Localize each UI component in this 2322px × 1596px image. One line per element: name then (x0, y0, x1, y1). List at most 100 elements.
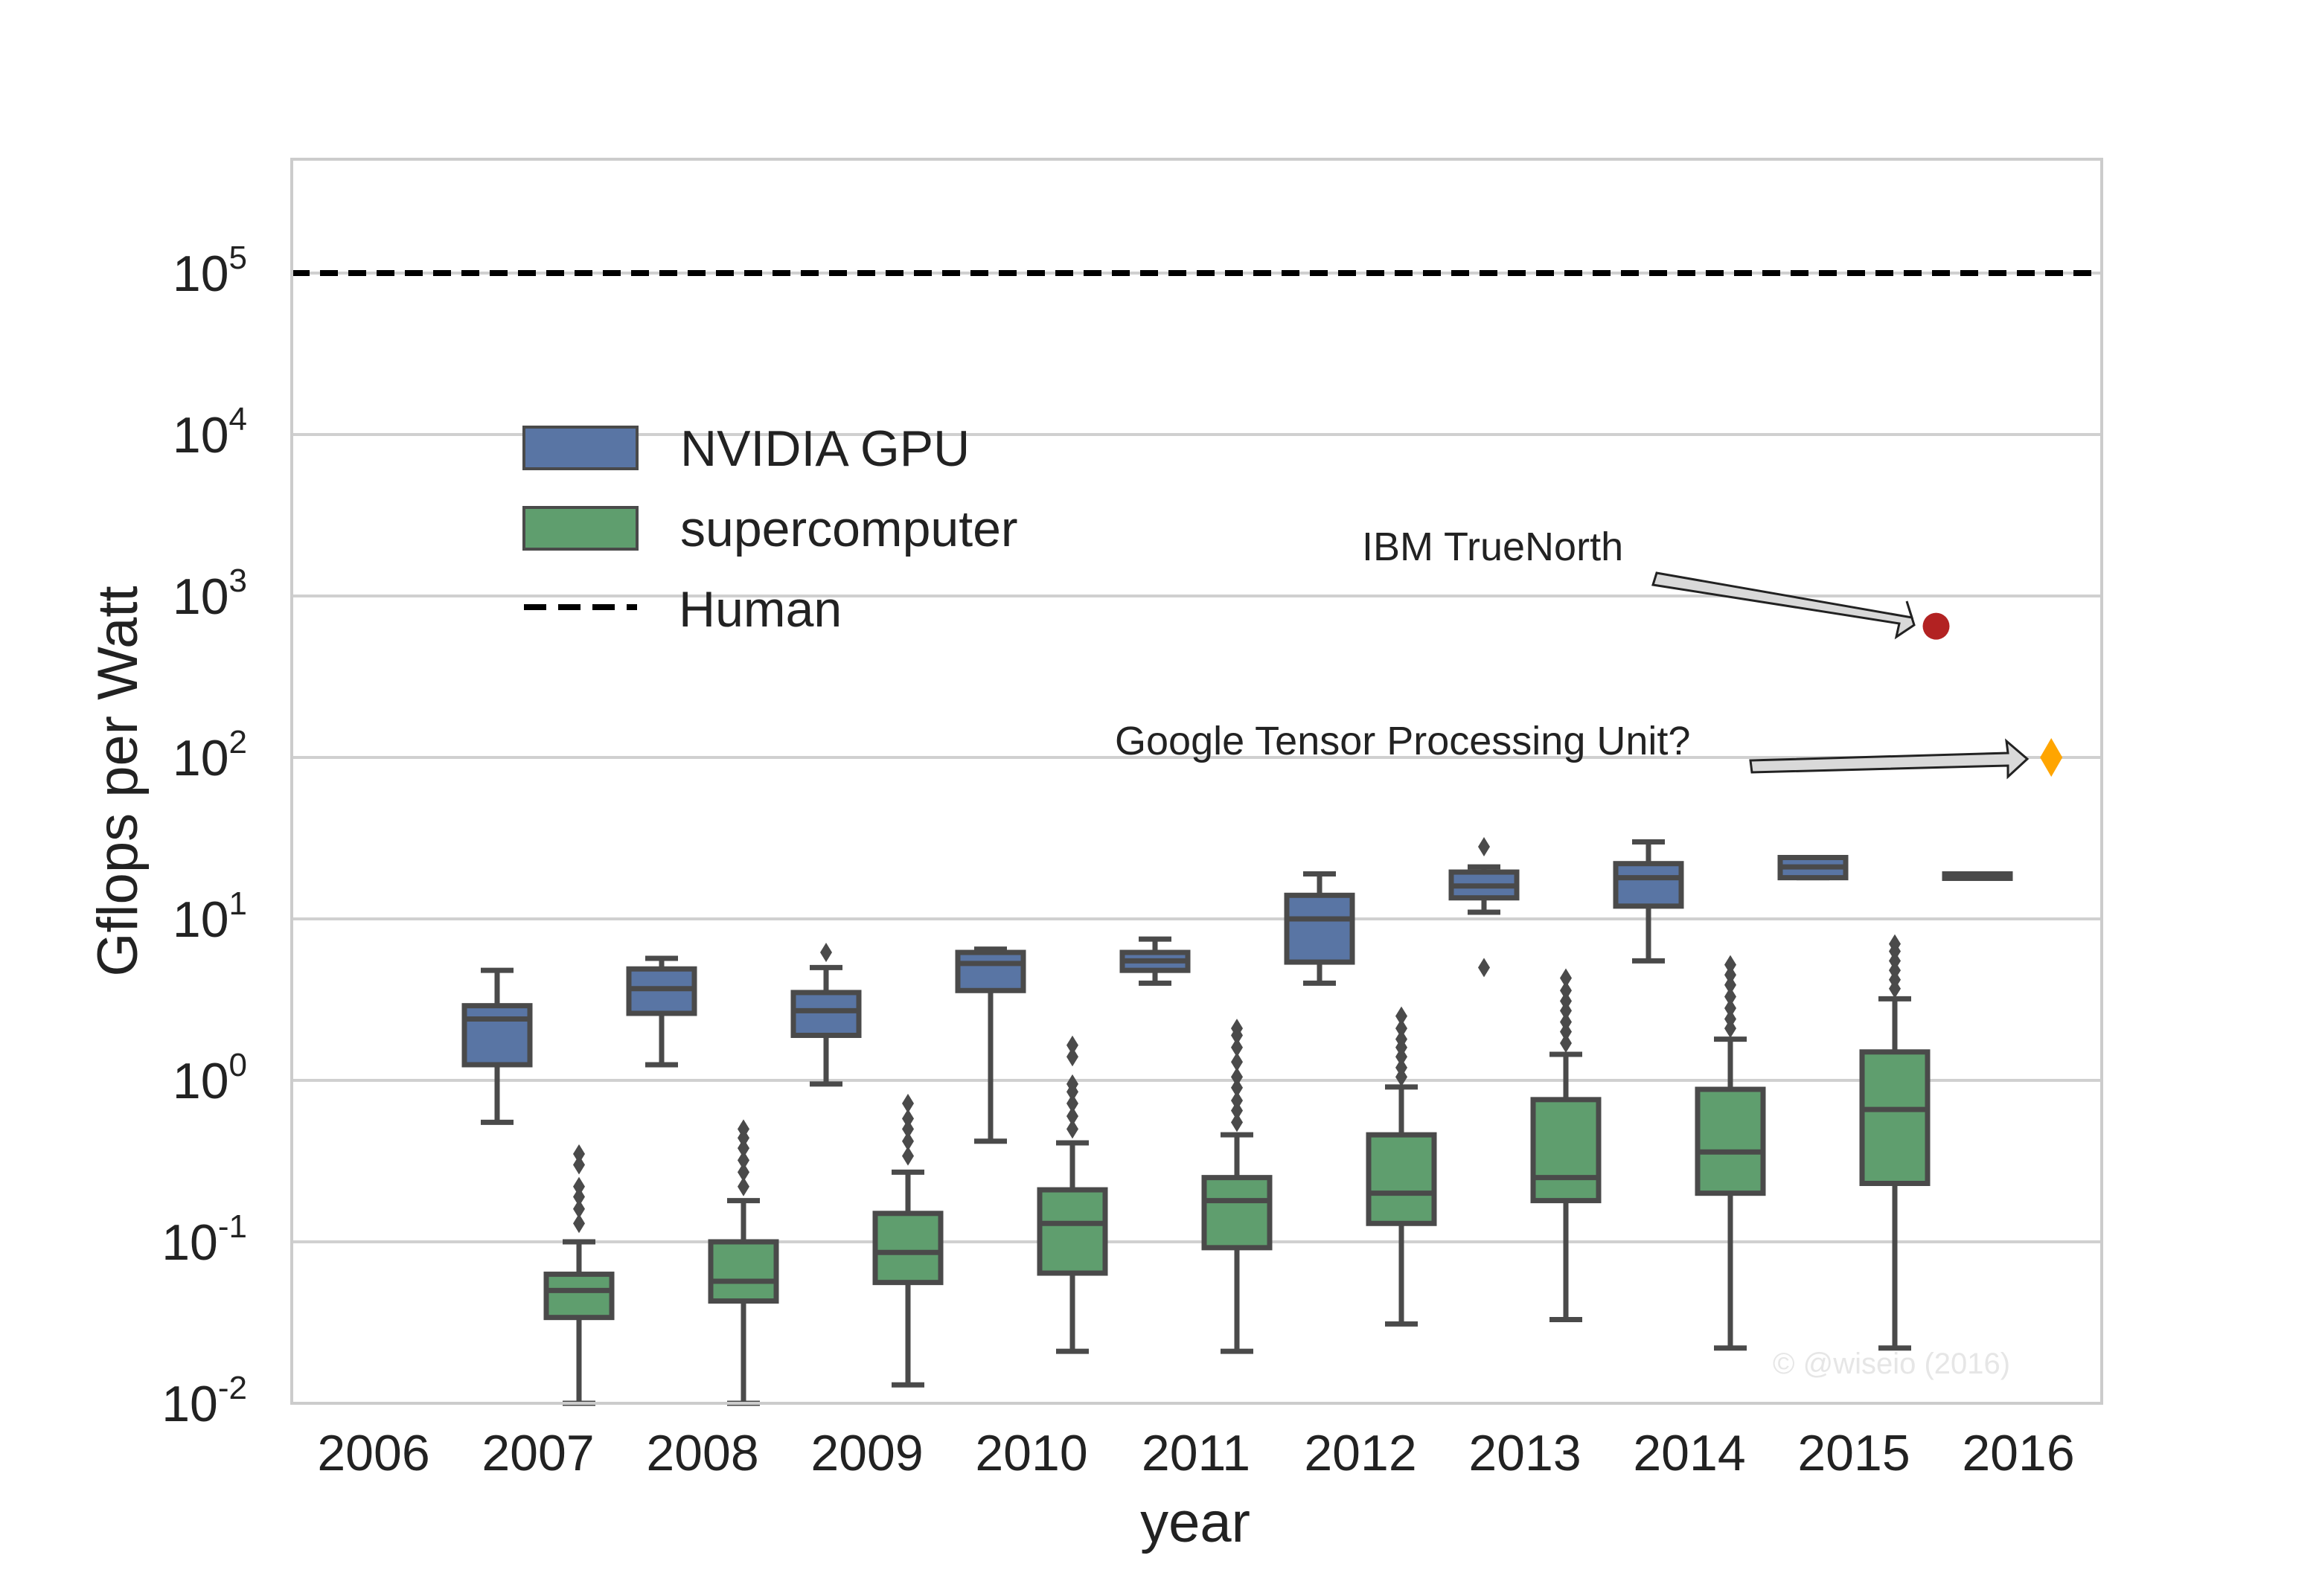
y-tick-label: 10-2 (161, 1370, 247, 1432)
y-tick-label: 103 (173, 563, 247, 625)
legend-label-gpu: NVIDIA GPU (680, 420, 970, 477)
outlier-point (1560, 1012, 1572, 1032)
box (708, 1239, 779, 1304)
box-plot (1613, 839, 1684, 964)
box-plot (790, 943, 862, 1087)
box (1530, 1097, 1602, 1204)
outlier-point (1560, 991, 1572, 1011)
box-plot (1448, 836, 1520, 978)
outlier-point (1231, 1067, 1243, 1087)
outlier-point (1724, 955, 1736, 975)
x-tick-label: 2006 (317, 1425, 429, 1481)
box (1201, 1175, 1273, 1251)
box-plot (461, 967, 533, 1125)
box-plot (1859, 934, 1931, 1351)
box (1284, 892, 1355, 965)
y-axis-ticks: 10-2 10-1 100 101 102 103 104 105 (161, 240, 247, 1432)
x-tick-label: 2008 (646, 1425, 758, 1481)
box (1695, 1086, 1766, 1196)
y-axis-title: Gflops per Watt (86, 586, 150, 976)
box-plot (1201, 1019, 1273, 1354)
outlier-point (1066, 1119, 1078, 1139)
x-tick-label: 2016 (1962, 1425, 2074, 1481)
x-tick-label: 2007 (482, 1425, 594, 1481)
outlier-point (1724, 998, 1736, 1018)
tpu-point (2040, 738, 2063, 777)
tpu-arrow (1749, 738, 2030, 780)
outlier-point (1231, 1019, 1243, 1039)
outlier-point (738, 1138, 749, 1158)
box (1366, 1132, 1437, 1226)
outlier-point (573, 1176, 585, 1196)
outlier-point (1231, 1112, 1243, 1132)
outlier-point (573, 1155, 585, 1175)
x-tick-label: 2014 (1633, 1425, 1745, 1481)
legend-swatch-gpu (522, 426, 639, 470)
outlier-point (1066, 1106, 1078, 1127)
box-plot (1777, 854, 1849, 881)
outlier-point (1066, 1035, 1078, 1055)
outlier-point (1395, 1019, 1407, 1039)
legend-label-human: Human (679, 581, 842, 638)
outlier-point (902, 1131, 914, 1151)
plot-area (292, 159, 2102, 1403)
box (1613, 861, 1684, 909)
legend-swatch-supercomputer (522, 506, 639, 551)
outlier-point (738, 1150, 749, 1170)
truenorth-point (1922, 612, 1950, 640)
outlier-point (1724, 965, 1736, 985)
outlier-point (573, 1187, 585, 1207)
outlier-point (902, 1109, 914, 1129)
outlier-point (902, 1093, 914, 1113)
y-tick-label: 10-1 (161, 1208, 247, 1271)
box-plot (626, 955, 697, 1068)
outlier-point (738, 1162, 749, 1182)
outlier-point (1395, 1029, 1407, 1049)
box-plot (543, 1144, 615, 1406)
outlier-point (1231, 1077, 1243, 1097)
truenorth-arrow (1651, 571, 1916, 640)
box-plot (1119, 936, 1191, 986)
special-points (1922, 612, 2063, 777)
truenorth-annotation: IBM TrueNorth (1362, 525, 1623, 569)
watermark: © @wiseio (2016) (1773, 1347, 2010, 1380)
y-tick-label: 100 (173, 1047, 247, 1109)
outlier-point (1560, 1022, 1572, 1042)
y-tick-label: 104 (173, 401, 247, 464)
y-tick-label: 102 (173, 724, 247, 786)
outlier-point (738, 1176, 749, 1196)
outlier-point (902, 1146, 914, 1166)
outlier-point (902, 1119, 914, 1139)
tpu-annotation: Google Tensor Processing Unit? (1115, 719, 1690, 763)
x-tick-label: 2011 (1142, 1425, 1250, 1481)
x-tick-label: 2009 (810, 1425, 923, 1481)
outlier-point (573, 1199, 585, 1219)
outlier-point (1066, 1047, 1078, 1067)
y-tick-label: 105 (173, 240, 247, 302)
box-plot (1942, 871, 2013, 882)
outlier-point (1724, 987, 1736, 1007)
box-plot (872, 1093, 944, 1388)
outlier-point (1724, 1009, 1736, 1029)
outlier-point (1560, 981, 1572, 1001)
box-plot (1530, 968, 1602, 1322)
x-tick-label: 2013 (1468, 1425, 1581, 1481)
outlier-point (1231, 1100, 1243, 1121)
outlier-point (1066, 1093, 1078, 1113)
x-axis-ticks: 2006 2007 2008 2009 2010 2011 2012 2013 2014 2015… (317, 1425, 2074, 1481)
outlier-point (1395, 1006, 1407, 1026)
box-plot (708, 1119, 779, 1406)
box-plot (1284, 871, 1355, 986)
outlier-point (820, 943, 832, 963)
outlier-point (1231, 1091, 1243, 1111)
annotations: IBM TrueNorth Google Tensor Processing U… (1115, 525, 2030, 780)
box-plots (461, 836, 2013, 1406)
x-tick-label: 2010 (975, 1425, 1087, 1481)
outlier-point (738, 1119, 749, 1139)
box (872, 1211, 944, 1286)
box (790, 990, 862, 1039)
x-tick-label: 2015 (1797, 1425, 1910, 1481)
plot-frame (290, 158, 2103, 1405)
legend: NVIDIA GPU supercomputer Human (522, 420, 1018, 638)
